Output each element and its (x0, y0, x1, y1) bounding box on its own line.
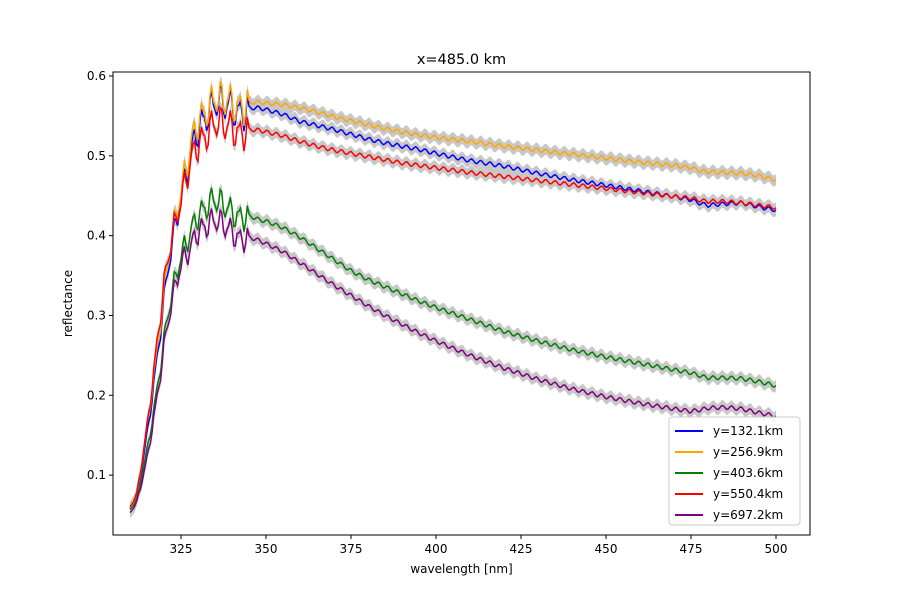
legend-label: y=403.6km (713, 466, 783, 480)
legend-label: y=132.1km (713, 424, 783, 438)
y-tick-label: 0.1 (87, 468, 106, 482)
legend-box (668, 416, 801, 526)
legend-label: y=697.2km (713, 508, 783, 522)
y-axis-ticks: 0.1 0.2 0.3 0.4 0.5 0.6 (87, 69, 113, 482)
y-tick-label: 0.3 (87, 308, 106, 322)
y-tick-label: 0.6 (87, 69, 106, 83)
series-line-5 (129, 208, 777, 514)
y-axis-label: reflectance (61, 270, 75, 337)
series-line-3 (129, 187, 777, 510)
x-tick-label: 500 (765, 542, 788, 556)
x-tick-label: 425 (510, 542, 533, 556)
chart-title: x=485.0 km (417, 52, 506, 68)
series-lines (129, 80, 777, 514)
legend-label: y=550.4km (713, 487, 783, 501)
x-tick-label: 325 (170, 542, 193, 556)
legend: y=132.1km y=256.9km y=403.6km y=550.4km y=69… (668, 416, 801, 526)
series-line-4 (129, 105, 777, 508)
series-line-2 (129, 80, 777, 509)
x-tick-label: 450 (595, 542, 618, 556)
x-axis-label: wavelength [nm] (410, 562, 512, 576)
legend-label: y=256.9km (713, 445, 783, 459)
x-axis-ticks: 325 350 375 400 425 450 475 500 (170, 535, 788, 556)
x-tick-label: 475 (680, 542, 703, 556)
x-tick-label: 375 (340, 542, 363, 556)
uncertainty-band-2 (130, 76, 776, 514)
plot-frame (112, 71, 811, 536)
y-tick-label: 0.5 (87, 149, 106, 163)
y-tick-label: 0.4 (87, 229, 106, 243)
x-tick-label: 400 (425, 542, 448, 556)
y-tick-label: 0.2 (87, 388, 106, 402)
x-tick-label: 350 (255, 542, 278, 556)
